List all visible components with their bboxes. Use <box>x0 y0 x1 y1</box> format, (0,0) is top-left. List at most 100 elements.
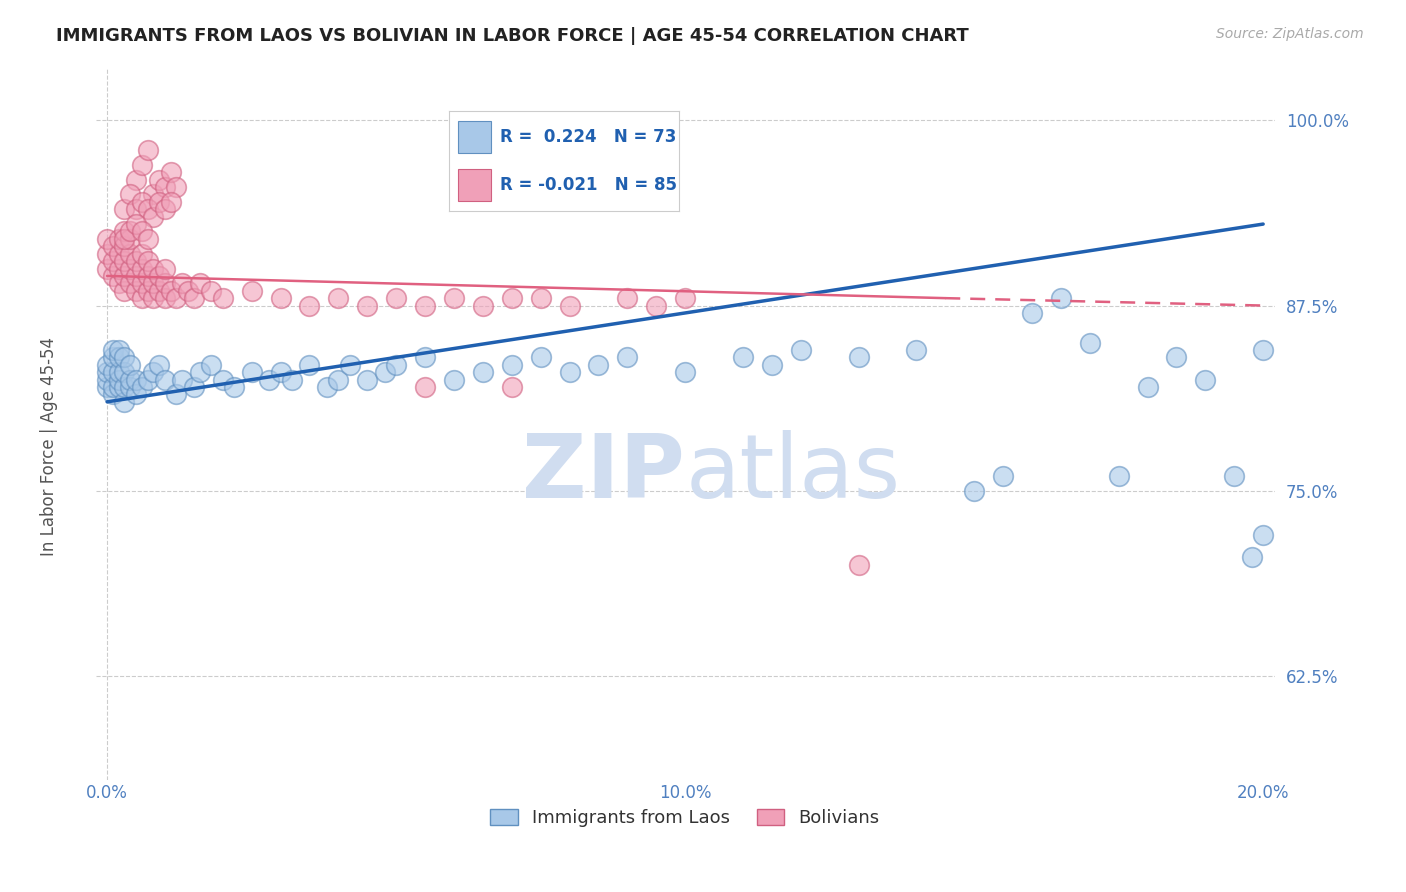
Point <box>114 202 136 217</box>
Point <box>131 291 153 305</box>
Point <box>1223 469 1246 483</box>
Point <box>136 143 159 157</box>
Point <box>991 469 1014 483</box>
Point <box>107 343 129 357</box>
Point <box>142 187 165 202</box>
Point <box>240 365 263 379</box>
Point <box>120 232 142 246</box>
Point <box>114 225 136 239</box>
Point <box>413 351 436 365</box>
Point <box>270 365 292 379</box>
Point <box>120 277 142 291</box>
Point <box>530 291 553 305</box>
Point <box>385 291 408 305</box>
Point <box>153 202 176 217</box>
Point <box>166 387 188 401</box>
Point <box>114 365 136 379</box>
Point <box>131 194 153 209</box>
Point <box>166 291 188 305</box>
Text: IMMIGRANTS FROM LAOS VS BOLIVIAN IN LABOR FORCE | AGE 45-54 CORRELATION CHART: IMMIGRANTS FROM LAOS VS BOLIVIAN IN LABO… <box>56 27 969 45</box>
Point <box>1021 306 1043 320</box>
Point <box>96 358 118 372</box>
Point <box>183 291 205 305</box>
Point <box>153 277 176 291</box>
Point <box>645 299 668 313</box>
Point <box>588 358 610 372</box>
Point <box>1136 380 1159 394</box>
Point <box>211 373 233 387</box>
Point <box>501 291 523 305</box>
Point <box>159 165 181 179</box>
Point <box>125 284 148 298</box>
Point <box>673 291 696 305</box>
Text: ZIP: ZIP <box>523 430 685 517</box>
Point <box>790 343 813 357</box>
Point <box>107 277 129 291</box>
Point <box>96 365 118 379</box>
Point <box>114 284 136 298</box>
Point <box>101 268 124 283</box>
Point <box>120 358 142 372</box>
Point <box>101 239 124 253</box>
Point <box>356 373 378 387</box>
Point <box>501 358 523 372</box>
Point <box>114 394 136 409</box>
Point <box>148 284 170 298</box>
Point <box>136 268 159 283</box>
Point <box>148 358 170 372</box>
Point <box>1166 351 1188 365</box>
Point <box>413 380 436 394</box>
Point <box>107 261 129 276</box>
Point <box>558 299 581 313</box>
Point <box>1251 528 1274 542</box>
Point <box>1050 291 1073 305</box>
Point <box>96 373 118 387</box>
Point <box>848 351 870 365</box>
Point <box>1108 469 1130 483</box>
Point <box>298 358 321 372</box>
Point <box>443 373 465 387</box>
Point <box>114 232 136 246</box>
Point <box>530 351 553 365</box>
Point <box>501 380 523 394</box>
Point <box>616 291 638 305</box>
Point <box>114 380 136 394</box>
Point <box>120 380 142 394</box>
Point <box>905 343 928 357</box>
Point <box>136 284 159 298</box>
Point <box>131 277 153 291</box>
Point <box>211 291 233 305</box>
Point <box>136 202 159 217</box>
Point <box>120 373 142 387</box>
Point <box>224 380 246 394</box>
Point <box>101 387 124 401</box>
Point <box>125 373 148 387</box>
Point <box>148 268 170 283</box>
Point <box>281 373 304 387</box>
Point <box>101 351 124 365</box>
Point <box>136 373 159 387</box>
Point <box>114 239 136 253</box>
Point <box>188 365 211 379</box>
Text: atlas: atlas <box>685 430 900 517</box>
Point <box>142 210 165 224</box>
Point <box>107 365 129 379</box>
Point <box>761 358 783 372</box>
Point <box>374 365 396 379</box>
Point <box>153 180 176 194</box>
Point <box>125 217 148 231</box>
Point <box>107 373 129 387</box>
Point <box>101 365 124 379</box>
Point <box>101 254 124 268</box>
Point <box>142 291 165 305</box>
Point <box>385 358 408 372</box>
Point <box>125 268 148 283</box>
Point <box>356 299 378 313</box>
Point <box>96 261 118 276</box>
Point <box>142 277 165 291</box>
Point <box>148 194 170 209</box>
Point <box>673 365 696 379</box>
Point <box>177 284 200 298</box>
Point <box>107 351 129 365</box>
Point <box>136 232 159 246</box>
